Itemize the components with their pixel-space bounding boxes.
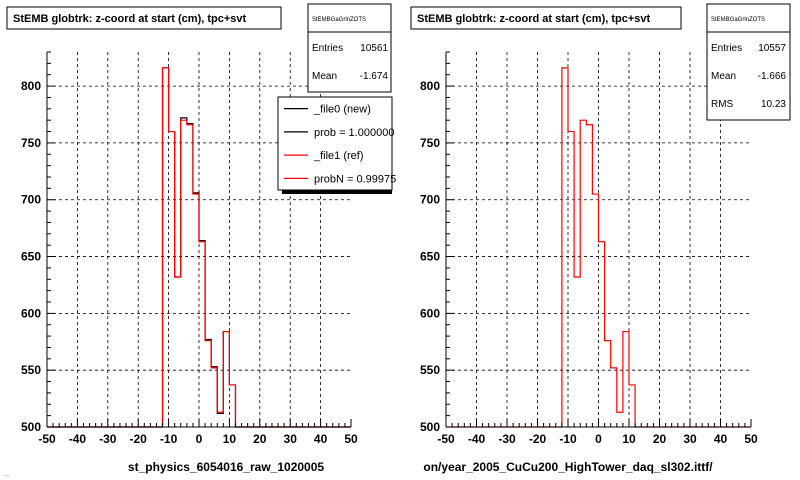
right-histogram-series [446, 67, 751, 428]
left-x-tick-label: 40 [314, 432, 328, 446]
legend-entry-label: _file1 (ref) [313, 150, 364, 162]
right-y-tick-label: 750 [420, 136, 440, 150]
left-y-tick-label: 800 [21, 79, 41, 93]
left-stats-mean-value: -1.674 [360, 71, 389, 82]
left-x-axis-title: st_physics_6054016_raw_1020005 [128, 460, 324, 474]
left-stats-entries-value: 10561 [360, 43, 388, 54]
right-x-tick-label: -40 [468, 432, 486, 446]
left-plot-title: StEMB globtrk: z-coord at start (cm), tp… [13, 13, 247, 25]
right-x-tick-label: -20 [529, 432, 547, 446]
left-y-tick-label: 550 [21, 363, 41, 377]
right-stats-mean-value: -1.666 [758, 71, 787, 82]
right-y-tick-label: 500 [420, 420, 440, 434]
footer-text: ... [4, 472, 9, 478]
left-stats-box: StEMBGaGrlnZOTS Entries 10561 Mean -1.67… [307, 3, 392, 93]
left-x-tick-label: 10 [223, 432, 237, 446]
right-histogram-panel: -50 -40 -30 -20 -10 0 10 20 30 40 50 500 550 600 650 70… [410, 3, 791, 474]
right-x-tick-label: 50 [744, 432, 758, 446]
right-stats-box: StEMBGaGrlnZOTS Entries 10557 Mean -1.66… [706, 3, 791, 121]
right-stats-entries-value: 10557 [758, 43, 786, 54]
left-stats-name: StEMBGaGrlnZOTS [312, 17, 366, 23]
left-x-tick-label: -50 [38, 432, 56, 446]
left-y-tick-label: 750 [21, 136, 41, 150]
left-stats-mean-label: Mean [312, 71, 337, 82]
right-y-tick-label: 550 [420, 363, 440, 377]
right-y-tick-label: 650 [420, 250, 440, 264]
left-title-box: StEMB globtrk: z-coord at start (cm), tp… [6, 6, 282, 30]
right-x-tick-label: -30 [498, 432, 516, 446]
left-legend: _file0 (new) prob = 1.000000 _file1 (ref) p… [277, 96, 396, 194]
legend-entry-label: probN = 0.99975 [314, 173, 396, 185]
right-stats-name: StEMBGaGrlnZOTS [711, 17, 765, 23]
legend-entry-label: prob = 1.000000 [314, 127, 394, 139]
right-stats-mean-label: Mean [711, 71, 736, 82]
right-y-tick-label: 600 [420, 306, 440, 320]
left-x-tick-label: 0 [196, 432, 203, 446]
right-stats-rms-label: RMS [711, 99, 734, 110]
right-x-tick-label: 20 [653, 432, 667, 446]
right-stats-rms-value: 10.23 [761, 99, 786, 110]
right-x-tick-label: -10 [559, 432, 577, 446]
right-title-box: StEMB globtrk: z-coord at start (cm), tp… [410, 6, 682, 30]
left-y-tick-label: 600 [21, 306, 41, 320]
left-x-tick-label: 30 [284, 432, 298, 446]
left-y-tick-label: 650 [21, 250, 41, 264]
right-y-tick-label: 700 [420, 193, 440, 207]
left-x-tick-label: -20 [130, 432, 148, 446]
left-x-tick-label: 20 [253, 432, 267, 446]
right-x-tick-label: 40 [714, 432, 728, 446]
left-x-tick-label: -40 [69, 432, 87, 446]
right-histogram-lines [446, 67, 751, 428]
right-x-tick-label: 30 [683, 432, 697, 446]
left-y-tick-label: 500 [21, 420, 41, 434]
right-plot-title: StEMB globtrk: z-coord at start (cm), tp… [417, 13, 651, 25]
legend-entry-label: _file0 (new) [313, 104, 371, 116]
right-x-tick-label: -50 [437, 432, 455, 446]
left-axes: -50 -40 -30 -20 -10 0 10 20 30 40 50 500 550 600 650 70… [21, 51, 358, 446]
right-stats-entries-label: Entries [711, 43, 742, 54]
right-axes: -50 -40 -30 -20 -10 0 10 20 30 40 50 500 550 600 650 70… [420, 51, 758, 446]
right-x-tick-label: 10 [622, 432, 636, 446]
left-x-tick-label: -10 [160, 432, 178, 446]
left-histogram-series [47, 67, 351, 428]
left-histogram-lines [47, 67, 351, 428]
left-stats-entries-label: Entries [312, 43, 343, 54]
left-y-tick-label: 700 [21, 193, 41, 207]
left-x-tick-label: 50 [344, 432, 358, 446]
left-histogram-panel: -50 -40 -30 -20 -10 0 10 20 30 40 50 500 550 600 650 70… [6, 3, 396, 474]
left-x-tick-label: -30 [99, 432, 117, 446]
right-x-axis-title: on/year_2005_CuCu200_HighTower_daq_sl302… [423, 460, 713, 474]
right-grid [446, 52, 751, 427]
right-y-tick-label: 800 [420, 79, 440, 93]
right-x-tick-label: 0 [595, 432, 602, 446]
